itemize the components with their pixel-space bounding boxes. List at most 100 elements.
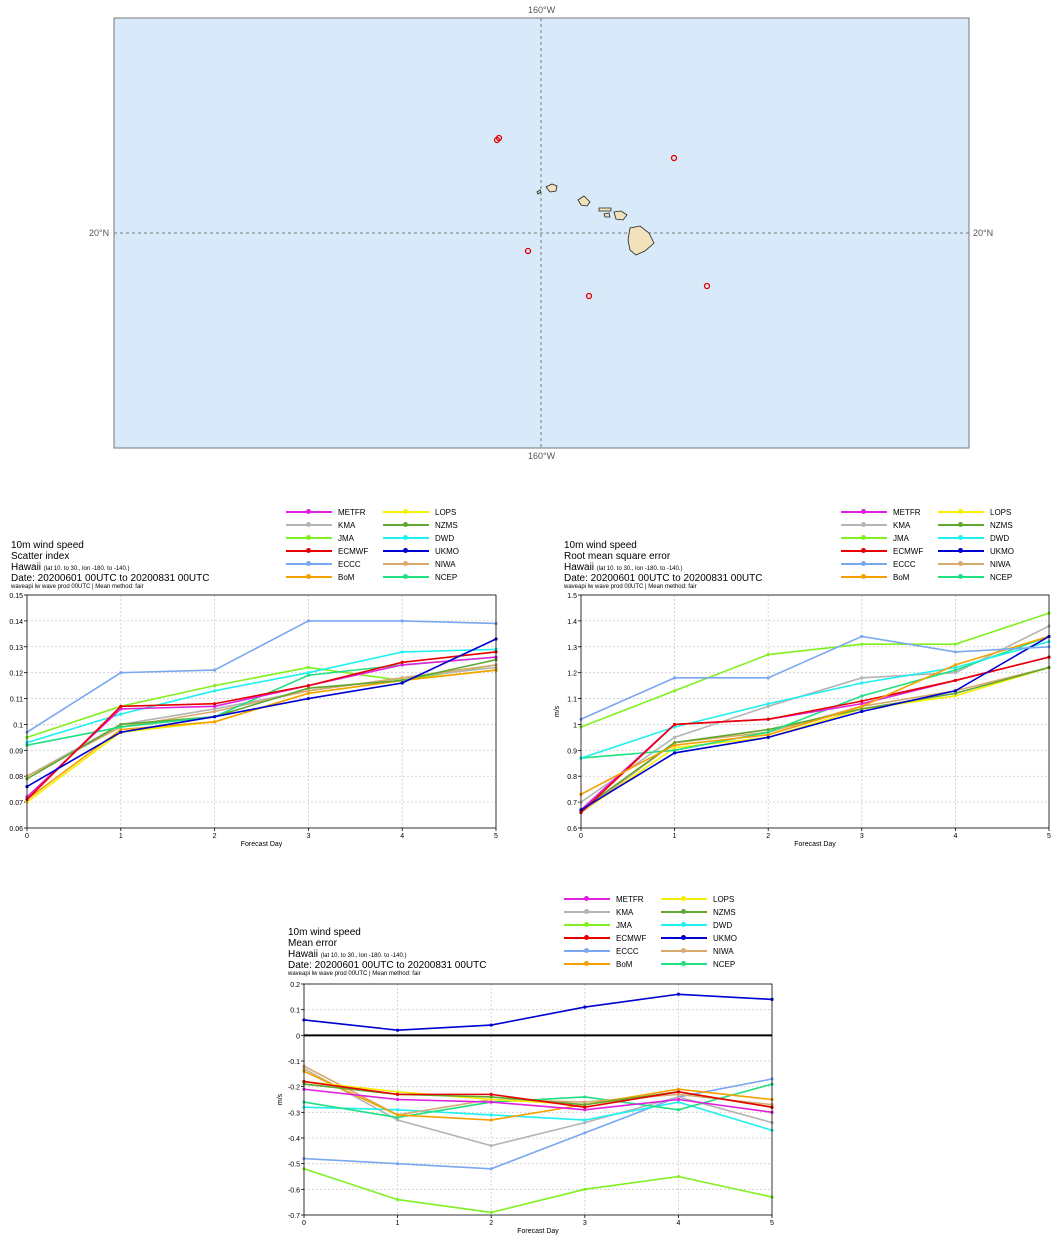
map-svg	[113, 17, 970, 449]
y-axis-label: m/s	[277, 1093, 284, 1105]
data-point-ukmo	[766, 735, 770, 739]
x-tick-label: 1	[396, 1220, 400, 1227]
data-point-eccc	[213, 668, 217, 672]
region-detail: (lat 10. to 30., lon -180. to -140.)	[596, 566, 683, 572]
legend-swatch	[661, 907, 707, 917]
scatter-index-panel: METFR KMA JMA ECMWF ECCC BoM LOPS NZMS DWD UKMO NI…	[0, 500, 520, 860]
y-tick-label: 0	[296, 1033, 300, 1040]
y-tick-label: 0.14	[9, 619, 23, 626]
data-point-dwd	[213, 689, 217, 693]
legend-item-niwa: NIWA	[383, 559, 456, 569]
region-name: Hawaii	[11, 562, 42, 573]
chart-header: 10m wind speed Root mean square error Ha…	[564, 540, 762, 591]
series-line-ncep	[303, 1083, 773, 1119]
legend-swatch	[564, 946, 610, 956]
data-point-metfr	[396, 1097, 400, 1102]
data-point-ncep	[306, 673, 310, 677]
x-tick-label: 3	[306, 833, 310, 840]
buoy-station	[585, 292, 593, 300]
legend-item-nzms: NZMS	[938, 520, 1013, 530]
legend-label: UKMO	[990, 546, 1014, 556]
data-point-jma	[583, 1187, 587, 1191]
data-point-ukmo	[953, 689, 957, 693]
plot-frame	[580, 594, 1050, 829]
legend-item-bom: BoM	[564, 959, 632, 969]
data-point-ukmo	[400, 681, 404, 685]
legend-label: NCEP	[435, 572, 458, 582]
legend-swatch	[564, 907, 610, 917]
data-point-kma	[489, 1144, 493, 1148]
legend-item-niwa: NIWA	[938, 559, 1011, 569]
data-point-bom	[306, 691, 310, 695]
legend-item-ncep: NCEP	[661, 959, 735, 969]
data-point-bom	[766, 733, 770, 737]
legend-item-ecmwf: ECMWF	[564, 933, 646, 943]
series-line-bom	[26, 669, 497, 801]
legend-label: NZMS	[713, 907, 736, 917]
x-tick-label: 5	[494, 833, 498, 840]
buoy-stations	[493, 134, 711, 300]
legend-item-metfr: METFR	[286, 507, 366, 517]
data-point-bom	[953, 663, 957, 667]
data-point-metfr	[676, 1097, 680, 1102]
legend-label: NZMS	[435, 520, 458, 530]
y-tick-label: 0.07	[9, 800, 23, 807]
data-point-jma	[766, 652, 770, 657]
legend-label: NIWA	[713, 946, 734, 956]
variable-name: 10m wind speed	[564, 540, 637, 551]
data-point-ecmwf	[676, 1090, 680, 1094]
legend-item-kma: KMA	[286, 520, 355, 530]
series-line-ecmwf	[580, 656, 1050, 814]
x-tick-label: 4	[400, 833, 404, 840]
footer-note: waveapi lw wave prod 00UTC | Mean method…	[288, 971, 421, 977]
legend-label: DWD	[990, 533, 1010, 543]
data-point-dwd	[860, 681, 864, 685]
y-tick-label: 0.8	[567, 774, 577, 781]
legend-item-ukmo: UKMO	[383, 546, 459, 556]
y-tick-label: 1.2	[567, 671, 577, 678]
x-axis-label: Forecast Day	[794, 841, 836, 848]
data-point-dwd	[489, 1113, 493, 1117]
data-point-dwd	[676, 1100, 680, 1104]
x-tick-label: 3	[583, 1220, 587, 1227]
y-tick-label: -0.6	[288, 1187, 300, 1194]
data-point-kma	[213, 707, 217, 711]
data-point-jma	[213, 684, 217, 688]
legend-item-nzms: NZMS	[661, 907, 736, 917]
legend-swatch	[938, 533, 984, 543]
data-point-jma	[676, 1174, 680, 1179]
y-tick-label: -0.4	[288, 1136, 300, 1143]
variable-name: 10m wind speed	[11, 540, 84, 551]
data-point-lops	[673, 746, 677, 750]
legend-label: UKMO	[435, 546, 459, 556]
data-point-jma	[673, 689, 677, 693]
legend-item-eccc: ECCC	[841, 559, 916, 569]
data-point-dwd	[583, 1118, 587, 1122]
chart-svg: -0.7 -0.6 -0.5 -0.4 -0.3 -0.2 -0.1 0 0.1 0.2 0 1 2 3 4…	[277, 982, 774, 1235]
data-point-jma	[953, 642, 957, 646]
lon-label-bottom: 160°W	[528, 451, 556, 461]
data-point-jma	[489, 1210, 493, 1215]
data-point-ncep	[119, 725, 123, 729]
data-point-ecmwf	[860, 699, 864, 703]
footer-note: waveapi lw wave prod 00UTC | Mean method…	[11, 584, 144, 590]
x-tick-label: 1	[673, 833, 677, 840]
data-point-ecmwf	[583, 1105, 587, 1109]
x-tick-label: 0	[302, 1220, 306, 1227]
legend-item-jma: JMA	[841, 533, 909, 543]
data-point-kma	[953, 671, 957, 675]
y-tick-label: 0.09	[9, 748, 23, 755]
data-point-dwd	[400, 650, 404, 654]
legend-swatch	[661, 920, 707, 930]
chart-svg: 0.06 0.07 0.08 0.09 0.1 0.11 0.12 0.13 0.14 0.15 0…	[9, 593, 498, 848]
island-lanai	[603, 212, 611, 218]
y-tick-label: 0.06	[9, 826, 23, 833]
data-point-lops	[489, 1097, 493, 1102]
series-line-ukmo	[26, 638, 497, 788]
data-point-jma	[306, 665, 310, 670]
legend-label: BoM	[616, 959, 633, 969]
legend-item-ecmwf: ECMWF	[286, 546, 368, 556]
y-tick-label: 0.1	[290, 1008, 300, 1015]
data-point-ncep	[860, 694, 864, 698]
legend-swatch	[841, 546, 887, 556]
